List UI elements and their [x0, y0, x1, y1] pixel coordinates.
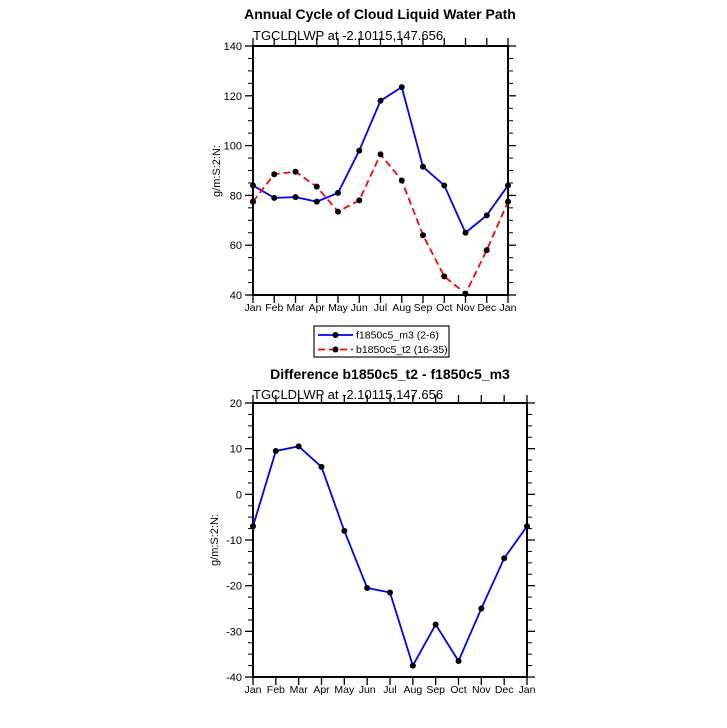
- data-point-marker: [483, 212, 490, 219]
- data-point-marker: [455, 658, 462, 665]
- plot-frame: [252, 45, 509, 296]
- month-label: Aug: [403, 684, 422, 696]
- plot-frame: [252, 402, 528, 678]
- month-label: Jun: [351, 302, 368, 314]
- series-line: [252, 152, 509, 296]
- data-point-marker: [341, 527, 348, 534]
- legend-label-f1850c5-m3: f1850c5_m3 (2-6): [356, 330, 439, 342]
- data-point-marker: [292, 194, 299, 201]
- data-point-marker: [313, 183, 320, 190]
- data-point-marker: [420, 232, 426, 239]
- month-label: Jan: [500, 302, 517, 314]
- month-label: Sep: [414, 302, 433, 314]
- month-label: Nov: [472, 684, 491, 696]
- month-label: Sep: [426, 684, 445, 696]
- data-point-marker: [441, 182, 448, 189]
- data-point-marker: [387, 589, 393, 596]
- month-label: Jul: [374, 302, 387, 314]
- data-point-marker: [462, 290, 469, 297]
- data-point-marker: [377, 97, 384, 104]
- bottom-chart-y-axis-label: g/m:S:2:N:: [209, 514, 221, 566]
- month-label: Jan: [245, 684, 262, 696]
- month-label: Jan: [519, 684, 536, 696]
- month-label: Jun: [359, 684, 376, 696]
- month-label: Nov: [456, 302, 475, 314]
- y-tick-label: 20: [230, 398, 242, 410]
- y-tick-label: 140: [224, 41, 242, 53]
- month-label: Aug: [392, 302, 411, 314]
- y-tick-label: -10: [226, 535, 242, 547]
- data-point-marker: [505, 182, 511, 189]
- data-point-marker: [250, 198, 256, 205]
- data-point-marker: [462, 229, 469, 236]
- y-tick-label: 120: [224, 91, 242, 103]
- top-chart-subtitle: TGCLDLWP at -2.10115,147.656: [253, 28, 443, 43]
- month-label: Oct: [436, 302, 452, 314]
- data-point-marker: [398, 84, 405, 91]
- data-point-marker: [478, 605, 485, 612]
- y-tick-label: -40: [226, 672, 242, 684]
- data-point-marker: [483, 247, 490, 254]
- y-tick-label: 100: [224, 141, 242, 153]
- data-point-marker: [364, 584, 371, 591]
- legend: f1850c5_m3 (2-6) b1850c5_t2 (16-35): [313, 325, 450, 358]
- bottom-chart-plot: -40 -30 -20 -10 0 10 20 Jan Feb Mar Apr May Jun Jul Au…: [226, 395, 536, 696]
- y-tick-label: 40: [230, 290, 242, 302]
- month-label: Oct: [450, 684, 466, 696]
- top-chart-title: Annual Cycle of Cloud Liquid Water Path: [244, 6, 516, 22]
- month-label: Apr: [309, 302, 326, 314]
- data-point-marker: [295, 443, 302, 450]
- data-point-marker: [250, 523, 256, 530]
- y-tick-label: -20: [226, 581, 242, 593]
- month-label: Mar: [290, 684, 309, 696]
- data-point-marker: [409, 662, 416, 669]
- data-point-marker: [356, 147, 363, 154]
- bottom-chart-title: Difference b1850c5_t2 - f1850c5_m3: [270, 366, 510, 382]
- month-label: Jul: [383, 684, 396, 696]
- data-point-marker: [335, 189, 341, 196]
- data-point-marker: [292, 168, 299, 175]
- data-point-marker: [271, 171, 278, 178]
- data-point-marker: [420, 163, 426, 170]
- y-tick-label: 60: [230, 240, 242, 252]
- data-point-marker: [398, 177, 405, 184]
- month-label: Mar: [286, 302, 305, 314]
- month-label: Feb: [267, 684, 285, 696]
- data-point-marker: [318, 463, 325, 470]
- month-label: May: [334, 684, 355, 696]
- legend-marker-icon: [332, 332, 339, 338]
- data-point-marker: [313, 198, 320, 205]
- month-label: Dec: [495, 684, 514, 696]
- data-point-marker: [441, 273, 448, 280]
- data-point-marker: [377, 151, 384, 158]
- legend-marker-icon: [332, 346, 339, 353]
- y-tick-label: 80: [230, 190, 242, 202]
- data-point-marker: [524, 523, 530, 530]
- data-point-marker: [335, 208, 341, 215]
- legend-label-b1850c5-t2: b1850c5_t2 (16-35): [356, 344, 448, 356]
- data-point-marker: [272, 447, 279, 454]
- top-chart-y-axis-label: g/m:S:2:N:: [211, 145, 223, 197]
- month-label: May: [328, 302, 349, 314]
- month-label: Apr: [313, 684, 330, 696]
- y-tick-label: -30: [226, 626, 242, 638]
- y-tick-label: 10: [230, 444, 242, 456]
- month-label: Jan: [245, 302, 262, 314]
- data-point-marker: [356, 197, 363, 204]
- data-point-marker: [250, 182, 256, 189]
- data-point-marker: [501, 555, 508, 562]
- month-label: Feb: [265, 302, 283, 314]
- bottom-chart-subtitle: TGCLDLWP at -2.10115,147.656: [253, 387, 443, 402]
- series-line: [252, 445, 528, 668]
- month-label: Dec: [477, 302, 496, 314]
- data-point-marker: [271, 194, 278, 201]
- data-point-marker: [505, 198, 511, 205]
- data-point-marker: [432, 621, 439, 628]
- y-tick-label: 0: [236, 489, 242, 501]
- series-line: [252, 85, 509, 235]
